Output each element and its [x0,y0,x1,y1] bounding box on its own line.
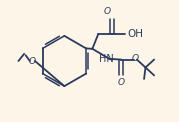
Text: O: O [28,56,36,66]
Text: O: O [104,7,111,16]
Text: OH: OH [128,29,144,39]
Text: HN: HN [99,54,114,64]
Text: O: O [132,54,139,63]
Text: O: O [118,77,125,86]
